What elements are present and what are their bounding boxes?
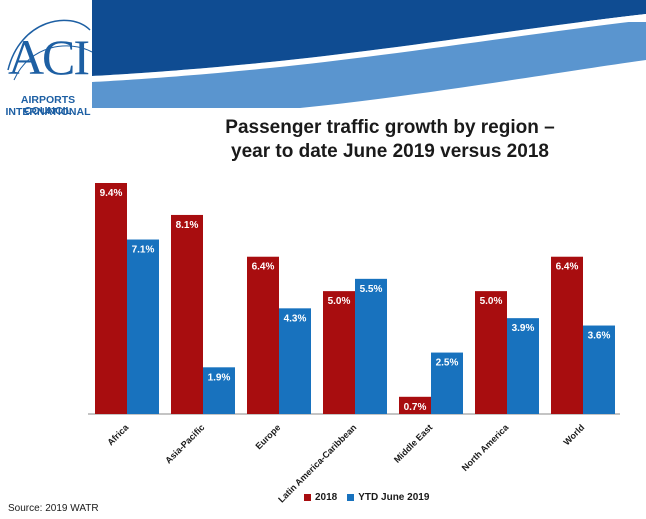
data-label-2018-4: 0.7% [404,402,427,413]
data-label-ytd-5: 3.9% [512,323,535,334]
bar-2018-2 [247,256,279,414]
data-label-2018-1: 8.1% [176,220,199,231]
aci-logo: ACI AIRPORTS COUNCIL INTERNATIONAL [0,0,96,120]
category-label-5: North America [460,422,511,473]
bar-2018-0 [95,183,127,414]
bar-ytd-2 [279,308,311,414]
chart-legend: 2018 YTD June 2019 [304,490,429,504]
bar-ytd-0 [127,239,159,414]
category-label-0: Africa [105,422,131,448]
chart-title-line1: Passenger traffic growth by region – [225,117,555,138]
bar-ytd-4 [431,352,463,414]
chart-title-line2: year to date June 2019 versus 2018 [231,141,549,162]
category-label-4: Middle East [392,422,434,464]
legend-swatch-2018 [304,493,311,501]
bar-2018-6 [551,256,583,414]
bar-2018-4 [399,396,431,414]
legend-item-ytd: YTD June 2019 [347,492,429,503]
bar-ytd-1 [203,367,235,414]
logo-org-line2: INTERNATIONAL [5,106,91,118]
logo-globe-arc-2 [13,45,93,81]
bar-2018-1 [171,214,203,414]
category-label-2: Europe [253,422,282,451]
data-label-2018-6: 6.4% [556,262,579,273]
data-label-ytd-6: 3.6% [588,331,611,342]
data-label-ytd-0: 7.1% [132,245,155,256]
chart-title: Passenger traffic growth by region – yea… [160,116,620,164]
bar-ytd-3 [355,278,387,414]
aci-logo-mark: ACI [7,19,93,85]
data-label-ytd-2: 4.3% [284,313,307,324]
legend-swatch-ytd [347,493,355,501]
logo-org-line1: AIRPORTS COUNCIL [20,94,76,117]
data-label-2018-0: 9.4% [100,188,123,199]
source-note: Source: 2019 WATR [8,503,99,514]
category-label-1: Asia-Pacific [163,422,206,465]
bar-ytd-6 [583,325,615,414]
legend-label-ytd: YTD June 2019 [358,491,430,503]
data-label-ytd-3: 5.5% [360,284,383,295]
bar-2018-3 [323,291,355,414]
banner-dark-swoosh [92,0,646,76]
data-label-2018-5: 5.0% [480,296,503,307]
bar-2018-5 [475,291,507,414]
header-banner [92,0,646,108]
data-label-2018-3: 5.0% [328,296,351,307]
banner-white-stripe [92,14,646,82]
logo-aci-text: ACI [8,29,88,85]
legend-label-2018: 2018 [315,491,338,503]
logo-globe-arc [7,19,91,71]
bar-ytd-5 [507,318,539,414]
data-label-2018-2: 6.4% [252,262,275,273]
category-label-6: World [561,422,586,447]
data-label-ytd-4: 2.5% [436,358,459,369]
data-label-ytd-1: 1.9% [208,372,231,383]
legend-item-2018: 2018 [304,492,337,503]
